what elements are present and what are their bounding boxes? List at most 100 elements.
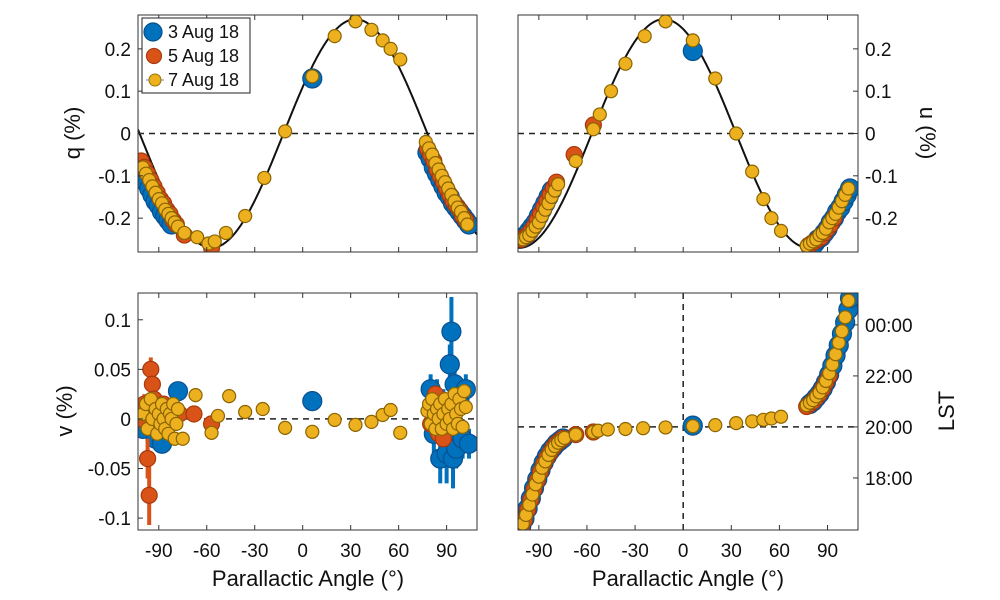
axes-frame <box>517 292 859 531</box>
x-tick-label: 60 <box>769 541 790 562</box>
data-point <box>658 15 673 29</box>
data-point <box>685 419 700 434</box>
data-point <box>773 223 789 238</box>
x-tick-label: 90 <box>436 541 457 562</box>
panel-lst-vs-angle: -90 -60 -30 0 30 60 90 18:00 20:00 22:00 00:00 <box>517 292 913 562</box>
data-point <box>170 401 186 417</box>
data-point <box>305 69 320 84</box>
y-tick-label: 0.05 <box>94 360 131 381</box>
data-point <box>708 71 723 86</box>
data-point <box>238 404 253 420</box>
data-point <box>190 230 205 245</box>
data-point <box>838 310 853 325</box>
data-point <box>348 15 363 29</box>
panel-q-vs-angle: -0.2 -0.1 0 0.1 0.2 <box>98 14 478 253</box>
data-point <box>834 324 850 339</box>
y-tick-label: 0 <box>120 125 131 146</box>
data-point <box>257 170 272 186</box>
data-point <box>745 164 760 179</box>
data-point <box>278 124 293 139</box>
data-point <box>364 22 379 37</box>
y-tick-label: 0.1 <box>105 82 131 103</box>
data-point <box>592 107 607 122</box>
data-point <box>458 399 473 415</box>
data-point <box>218 225 234 241</box>
y-tick-label: -0.05 <box>88 460 131 481</box>
data-point <box>207 234 222 249</box>
data-point <box>393 52 408 67</box>
data-point <box>238 208 253 224</box>
legend-marker-blue <box>143 22 163 42</box>
y-tick-label: 0 <box>865 125 876 146</box>
plot-area <box>518 15 858 252</box>
ylabel-v: v (%) <box>52 385 77 436</box>
legend-entry-3-aug-18: 3 Aug 18 <box>143 22 239 42</box>
data-point <box>441 321 462 342</box>
legend-marker-red <box>145 47 163 65</box>
y-tick-label: -0.2 <box>865 209 898 230</box>
data-point <box>177 225 192 241</box>
plot-area <box>518 293 858 530</box>
series-7-aug-18 <box>518 15 856 252</box>
panel-v-vs-angle: -90 -60 -30 0 30 60 90 -0.1 -0.05 0 0.05 0.1 <box>88 292 478 562</box>
axes-frame <box>137 292 478 531</box>
data-point <box>460 217 475 232</box>
legend-label: 7 Aug 18 <box>168 70 239 90</box>
data-point <box>568 427 583 442</box>
x-tick-label: -90 <box>145 541 172 562</box>
data-point <box>635 421 651 436</box>
series-7-aug-18 <box>138 384 473 446</box>
data-point <box>364 414 379 430</box>
data-point <box>327 412 342 428</box>
x-tick-label: 0 <box>297 541 308 562</box>
data-point <box>729 126 744 141</box>
data-point <box>764 211 779 226</box>
x-tick-label: -60 <box>193 541 220 562</box>
data-point <box>637 29 652 44</box>
x-tick-label: -30 <box>241 541 268 562</box>
data-point <box>204 425 219 440</box>
legend-marker-yellow <box>148 73 162 87</box>
data-point <box>278 420 293 435</box>
x-tick-label: -60 <box>573 541 600 562</box>
data-point <box>175 431 190 446</box>
data-point <box>393 425 408 440</box>
legend-label: 3 Aug 18 <box>168 22 239 42</box>
xlabel-bottom-right: Parallactic Angle (°) <box>592 566 784 591</box>
y-tick-label: 0.1 <box>105 311 131 332</box>
legend-label: 5 Aug 18 <box>168 46 239 66</box>
data-point <box>305 424 320 439</box>
plot-area <box>138 296 477 526</box>
data-point <box>603 84 619 99</box>
data-point <box>568 153 583 169</box>
data-point <box>708 418 723 433</box>
data-point <box>140 486 158 504</box>
y-tick-label: 22:00 <box>865 367 913 388</box>
legend-entry-5-aug-18: 5 Aug 18 <box>145 46 239 66</box>
panel-u-vs-angle: -0.2 -0.1 0 0.1 0.2 <box>517 14 898 253</box>
y-tick-label: 18:00 <box>865 469 913 490</box>
series-7-aug-18 <box>518 293 856 530</box>
ylabel-u: u (%) <box>915 107 940 160</box>
y-tick-label: -0.1 <box>865 167 898 188</box>
data-point <box>222 389 237 404</box>
data-point <box>327 29 342 44</box>
data-point <box>302 390 323 412</box>
data-point <box>600 422 615 437</box>
data-point <box>383 402 398 418</box>
y-tick-label: -0.1 <box>98 167 131 188</box>
data-point <box>348 417 363 432</box>
y-tick-label: 0.1 <box>865 82 891 103</box>
data-point <box>143 375 161 393</box>
data-point <box>841 181 856 196</box>
x-tick-label: 0 <box>678 541 689 562</box>
y-tick-label: 0.2 <box>865 40 891 61</box>
data-point <box>169 416 184 431</box>
data-point <box>439 354 460 375</box>
data-point <box>255 401 270 417</box>
y-tick-label: -0.2 <box>98 209 131 230</box>
x-tick-label: -90 <box>525 541 552 562</box>
ylabel-q: q (%) <box>60 107 85 160</box>
